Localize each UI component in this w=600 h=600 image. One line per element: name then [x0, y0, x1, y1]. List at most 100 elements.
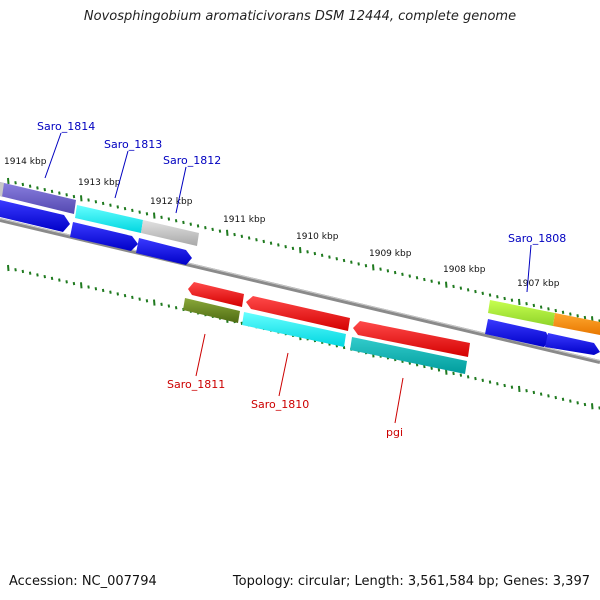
- forward-tick: [218, 229, 222, 233]
- reverse-tick: [50, 276, 54, 281]
- reverse-tick: [488, 380, 492, 384]
- forward-arrow[interactable]: [0, 200, 70, 232]
- reverse-tick: [525, 389, 528, 393]
- reverse-arrow[interactable]: [188, 282, 244, 307]
- leader-saro-1812: [175, 166, 187, 214]
- forward-tick: [386, 269, 390, 273]
- reverse-tick: [36, 273, 39, 277]
- kbp-label-1908: 1908 kbp: [443, 265, 486, 275]
- reverse-tick: [101, 288, 105, 293]
- reverse-tick: [123, 293, 127, 298]
- leader-saro-1810: [278, 352, 289, 397]
- reverse-tick: [43, 274, 46, 279]
- reverse-tick: [138, 297, 141, 301]
- forward-gene-bars: [0, 182, 600, 335]
- forward-tick: [28, 184, 32, 188]
- reverse-tick: [423, 364, 426, 369]
- forward-tick: [174, 219, 178, 223]
- forward-tick: [284, 244, 287, 249]
- forward-tick: [350, 260, 353, 264]
- forward-tick: [116, 205, 119, 209]
- gene-bar-pgi[interactable]: [350, 337, 467, 374]
- forward-tick: [167, 217, 171, 221]
- gene-label-saro-1812[interactable]: Saro_1812: [163, 154, 221, 167]
- gene-bar-saro-1810[interactable]: [242, 312, 346, 347]
- forward-tick: [269, 241, 273, 245]
- reverse-tick: [591, 403, 594, 410]
- forward-tick: [299, 247, 302, 254]
- gene-label-saro-1810[interactable]: Saro_1810: [251, 398, 309, 411]
- gene-label-saro-1814[interactable]: Saro_1814: [37, 120, 95, 133]
- forward-tick: [342, 258, 346, 263]
- gene-bar-saro-1813[interactable]: [75, 205, 143, 233]
- leader-saro-1813: [114, 150, 129, 199]
- reverse-tick: [496, 382, 499, 386]
- forward-tick: [547, 307, 550, 311]
- reverse-tick: [87, 285, 90, 289]
- leader-pgi: [394, 377, 404, 424]
- kbp-label-1913: 1913 kbp: [78, 178, 121, 188]
- reverse-tick: [145, 299, 149, 303]
- gene-bar-orange[interactable]: [553, 313, 600, 335]
- reverse-tick: [240, 321, 244, 325]
- forward-tick: [503, 296, 506, 301]
- leader-saro-1811: [195, 333, 206, 377]
- reverse-tick: [561, 397, 565, 401]
- genome-title: Novosphingobium aromaticivorans DSM 1244…: [83, 9, 517, 24]
- gene-bar-saro-1812[interactable]: [141, 220, 199, 246]
- forward-tick: [576, 314, 579, 318]
- reverse-arrow[interactable]: [246, 296, 350, 331]
- forward-tick: [109, 203, 112, 207]
- kbp-label-1911: 1911 kbp: [223, 215, 266, 225]
- forward-tick: [583, 315, 587, 320]
- reverse-tick: [109, 290, 112, 294]
- forward-tick: [496, 295, 499, 299]
- forward-tick: [320, 253, 324, 257]
- forward-tick: [36, 186, 39, 190]
- forward-tick: [525, 302, 528, 306]
- forward-tick: [488, 293, 492, 297]
- gene-label-pgi[interactable]: pgi: [386, 426, 403, 439]
- forward-tick: [204, 225, 207, 230]
- gene-label-saro-1813[interactable]: Saro_1813: [104, 138, 162, 151]
- forward-tick: [14, 181, 17, 185]
- forward-tick: [437, 281, 441, 285]
- forward-tick: [357, 262, 360, 266]
- forward-tick: [459, 286, 463, 290]
- forward-arrow[interactable]: [136, 238, 192, 265]
- kbp-label-1914: 1914 kbp: [4, 157, 47, 167]
- forward-tick: [189, 222, 192, 226]
- gene-bar-saro-1814[interactable]: [0, 182, 76, 214]
- forward-tick: [65, 193, 68, 197]
- forward-tick: [233, 232, 236, 237]
- forward-tick: [7, 177, 10, 185]
- forward-arrow[interactable]: [545, 333, 600, 355]
- reverse-tick: [153, 299, 156, 306]
- forward-tick: [518, 298, 521, 306]
- gene-label-saro-1811[interactable]: Saro_1811: [167, 378, 225, 391]
- gene-label-saro-1808[interactable]: Saro_1808: [508, 232, 566, 245]
- kbp-label-1909: 1909 kbp: [369, 249, 412, 259]
- gene-bar-saro-1811[interactable]: [183, 298, 240, 323]
- gene-bar-grey-left[interactable]: [0, 182, 4, 197]
- forward-tick: [138, 210, 141, 214]
- forward-tick: [401, 272, 404, 276]
- reverse-tick: [554, 395, 557, 400]
- forward-arrow[interactable]: [485, 319, 550, 347]
- reverse-tick: [437, 368, 441, 372]
- forward-tick: [445, 281, 448, 288]
- reverse-arrow[interactable]: [353, 321, 470, 357]
- reverse-tick: [539, 392, 543, 396]
- forward-tick: [247, 236, 251, 240]
- label-leaders: [44, 132, 532, 424]
- forward-tick: [415, 276, 419, 280]
- forward-tick: [466, 288, 470, 292]
- kbp-label-1907: 1907 kbp: [517, 279, 560, 289]
- forward-arrow[interactable]: [70, 222, 138, 251]
- reverse-tick: [167, 304, 171, 308]
- gene-bar-saro-1808[interactable]: [488, 300, 555, 326]
- forward-tick: [423, 277, 426, 282]
- forward-tick: [240, 234, 244, 238]
